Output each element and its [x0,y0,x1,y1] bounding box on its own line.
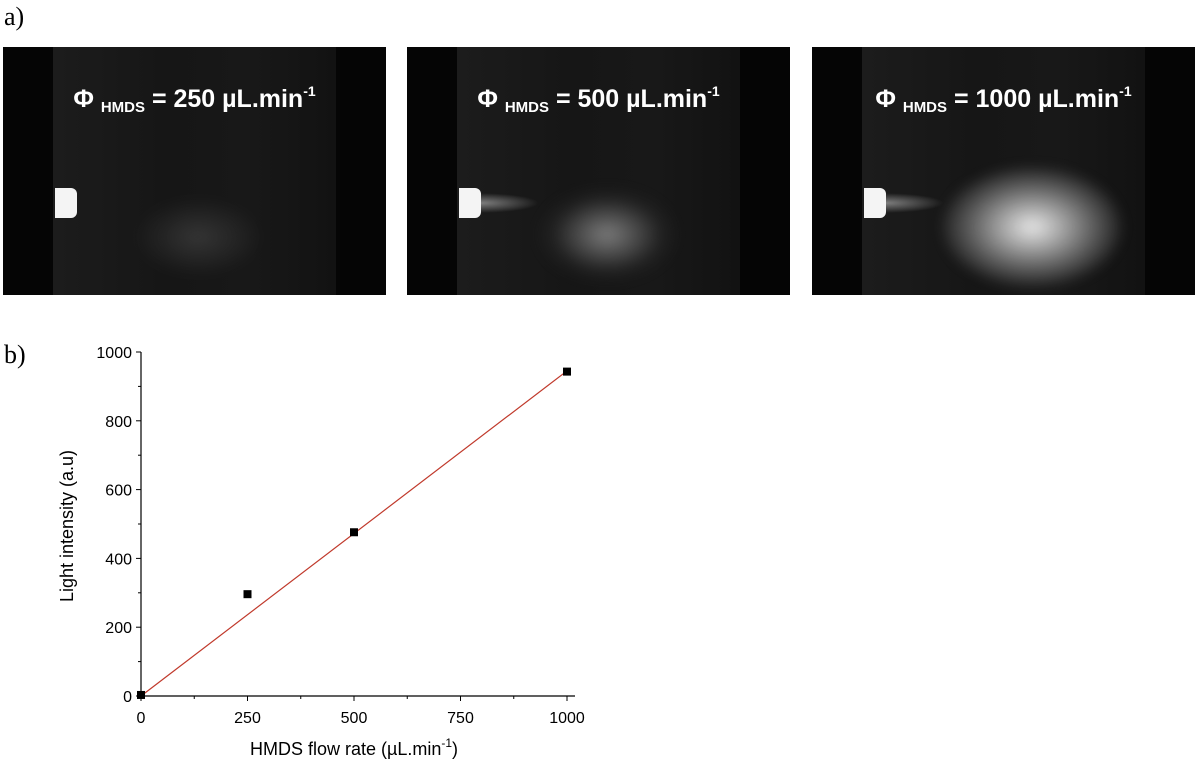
nozzle-tip [459,188,481,218]
y-tick-label-1: 200 [105,620,132,637]
plasma-photo-1000: Φ HMDS = 1000 µL.min-1 [812,47,1195,295]
y-tick-label-4: 800 [105,414,132,431]
photo-background [53,47,336,295]
x-axis-label: HMDS flow rate (µL.min-1) [250,736,458,759]
x-tick-label-2: 500 [341,710,368,727]
plasma-photo-500: Φ HMDS = 500 µL.min-1 [407,47,790,295]
y-tick-label-2: 400 [105,551,132,568]
nozzle-tip [55,188,77,218]
flow-rate-caption: Φ HMDS = 500 µL.min-1 [407,83,790,116]
hmds-subscript: HMDS [100,99,145,116]
y-axis-label: Light intensity (a.u) [57,450,77,602]
y-tick-label-3: 600 [105,483,132,500]
data-point-1 [243,590,252,599]
plasma-plume [133,197,263,277]
x-tick-label-0: 0 [137,710,146,727]
data-point-3 [563,367,571,376]
unit-exponent: -1 [707,83,720,99]
flow-value: = 500 µL.min [555,85,708,113]
flow-rate-caption: Φ HMDS = 250 µL.min-1 [3,83,386,116]
unit-exponent: -1 [303,83,316,99]
light-intensity-chart: 0 250 500 750 1000 0 200 400 600 800 1000 HMDS flo… [57,345,585,759]
panel-a-label: a) [4,2,25,31]
chart-ticks: 0 250 500 750 1000 0 200 400 600 800 1000 [96,345,584,727]
flow-value: = 250 µL.min [151,85,304,113]
x-tick-label-1: 250 [234,710,261,727]
unit-exponent: -1 [1119,83,1132,99]
spray-jet [884,193,944,213]
phi-symbol: Φ [477,85,498,113]
spray-jet [479,193,539,213]
panel-b-label: b) [4,340,26,369]
flow-rate-caption: Φ HMDS = 1000 µL.min-1 [812,83,1195,116]
plasma-plume [537,187,677,282]
phi-symbol: Φ [73,85,94,113]
plasma-photo-250: Φ HMDS = 250 µL.min-1 [3,47,386,295]
x-tick-label-3: 750 [447,710,474,727]
y-tick-label-5: 1000 [96,345,132,362]
data-point-0 [137,690,145,699]
chart-axes [140,352,575,697]
plasma-plume [942,167,1122,287]
hmds-subscript: HMDS [504,99,549,116]
chart-marks [137,367,571,699]
y-tick-label-0: 0 [123,689,132,706]
x-tick-label-4: 1000 [549,710,585,727]
nozzle-tip [864,188,886,218]
flow-value: = 1000 µL.min [953,85,1120,113]
hmds-subscript: HMDS [902,99,948,116]
phi-symbol: Φ [875,85,896,113]
data-point-2 [350,528,358,537]
